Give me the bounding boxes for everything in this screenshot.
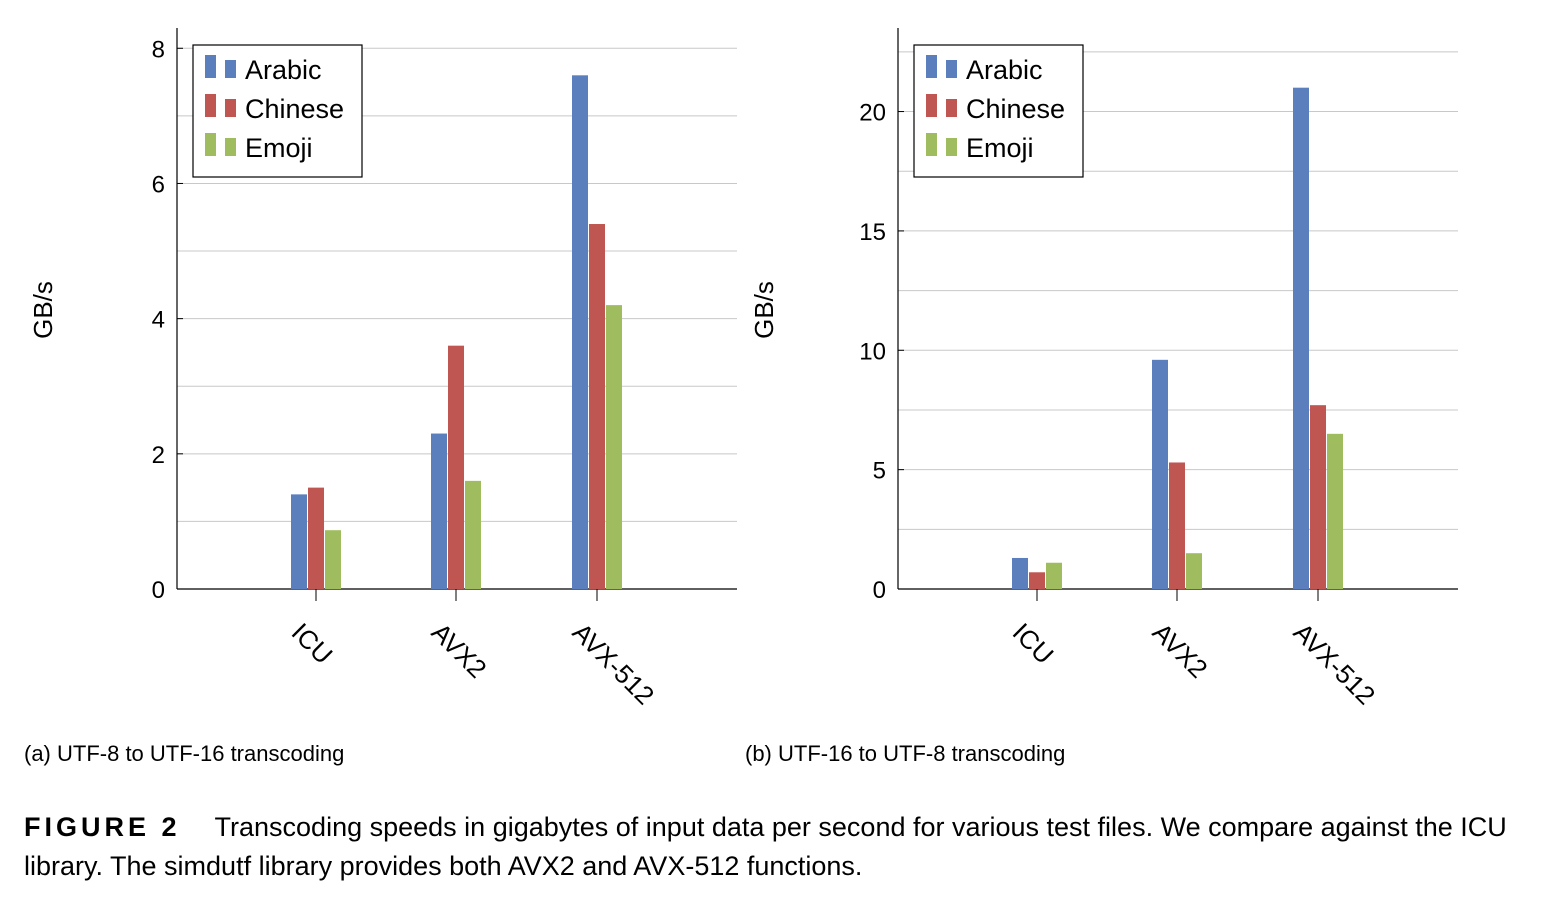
chart1-y-tick-label: 4 xyxy=(152,307,165,334)
chart1-bar-emoji-avx-512 xyxy=(606,305,622,589)
chart1-legend-label-emoji: Emoji xyxy=(245,133,313,163)
chart1-bar-emoji-avx2 xyxy=(465,480,481,589)
chart1-bar-arabic-avx-512 xyxy=(572,75,588,590)
figure-label: FIGURE 2 xyxy=(24,812,181,842)
chart2-legend-label-emoji: Emoji xyxy=(966,133,1034,163)
chart1-legend-swatch-chinese xyxy=(205,94,216,117)
chart2-y-tick-label: 15 xyxy=(859,219,886,246)
chart1-x-tick-label: AVX-512 xyxy=(567,617,660,710)
chart2-bar-arabic-icu xyxy=(1012,557,1028,589)
chart2-x-tick-label: AVX-512 xyxy=(1288,617,1381,710)
chart2-legend-swatch-small-emoji xyxy=(946,138,957,156)
chart2-y-tick-label: 20 xyxy=(859,100,886,127)
chart1-legend-swatch-emoji xyxy=(205,133,216,156)
chart1-legend-swatch-arabic xyxy=(205,55,216,78)
chart1-bar-chinese-avx2 xyxy=(448,345,464,589)
chart1-bar-arabic-avx2 xyxy=(431,433,447,589)
chart2-bar-emoji-avx2 xyxy=(1186,553,1202,589)
chart2-bar-arabic-avx-512 xyxy=(1293,87,1309,590)
chart2-legend-box xyxy=(913,44,1084,178)
chart2-legend-swatch-chinese xyxy=(926,94,937,117)
chart2-y-tick-label: 5 xyxy=(873,458,886,485)
chart1-legend-swatch-small-chinese xyxy=(225,99,236,117)
chart2-legend-label-arabic: Arabic xyxy=(966,55,1043,85)
chart2-legend-swatch-arabic xyxy=(926,55,937,78)
chart1-x-tick-label: ICU xyxy=(286,617,339,670)
chart2-bar-emoji-avx-512 xyxy=(1327,433,1343,589)
chart1-legend-label-chinese: Chinese xyxy=(245,94,344,124)
chart1-bar-chinese-icu xyxy=(308,487,324,589)
chart2-legend-swatch-emoji xyxy=(926,133,937,156)
chart1-bar-arabic-icu xyxy=(291,494,307,589)
chart1-y-tick-label: 0 xyxy=(152,577,165,604)
chart2-legend-label-chinese: Chinese xyxy=(966,94,1065,124)
chart2-bar-chinese-avx-512 xyxy=(1310,405,1326,589)
chart2-y-axis-label: GB/s xyxy=(749,281,779,339)
chart2-bar-emoji-icu xyxy=(1046,562,1062,589)
chart2-y-tick-label: 10 xyxy=(859,338,886,365)
chart1-legend-label-arabic: Arabic xyxy=(245,55,322,85)
chart2-bar-arabic-avx2 xyxy=(1152,359,1168,589)
chart2-legend-swatch-small-arabic xyxy=(946,60,957,78)
chart2-bar-chinese-avx2 xyxy=(1169,462,1185,589)
figure-caption-text: Transcoding speeds in gigabytes of input… xyxy=(24,812,1507,881)
chart2-x-tick-label: AVX2 xyxy=(1147,617,1214,684)
chart1-legend-box xyxy=(192,44,363,178)
chart1-y-axis-label: GB/s xyxy=(28,281,58,339)
chart2-bar-chinese-icu xyxy=(1029,572,1045,589)
chart1-legend-swatch-small-emoji xyxy=(225,138,236,156)
chart2-x-tick-label: ICU xyxy=(1007,617,1060,670)
chart1-y-tick-label: 6 xyxy=(152,171,165,198)
chart2-legend-swatch-small-chinese xyxy=(946,99,957,117)
chart1-x-tick-label: AVX2 xyxy=(426,617,493,684)
chart2-y-tick-label: 0 xyxy=(873,577,886,604)
figure-caption: FIGURE 2 Transcoding speeds in gigabytes … xyxy=(24,808,1524,886)
chart1-y-tick-label: 8 xyxy=(152,36,165,63)
chart1-legend-swatch-small-arabic xyxy=(225,60,236,78)
chart1-bar-emoji-icu xyxy=(325,530,341,589)
subcaption-b: (b) UTF-16 to UTF-8 transcoding xyxy=(745,741,1066,766)
chart1-y-tick-label: 2 xyxy=(152,442,165,469)
subcaption-a: (a) UTF-8 to UTF-16 transcoding xyxy=(24,741,345,766)
chart1-bar-chinese-avx-512 xyxy=(589,224,605,589)
